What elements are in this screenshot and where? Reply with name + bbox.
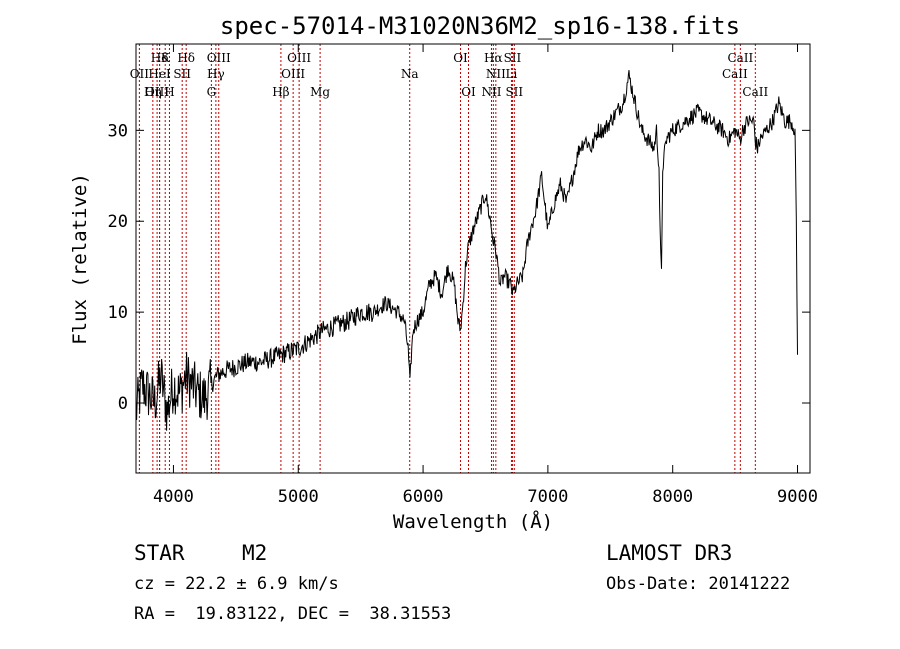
- x-tick-label: 7000: [527, 487, 568, 507]
- line-label: K: [161, 51, 171, 65]
- line-label: SII: [504, 51, 522, 65]
- object-class: STAR: [134, 541, 185, 565]
- line-label: SII: [173, 67, 191, 81]
- line-label: Hδ: [151, 51, 169, 65]
- survey-name: LAMOST DR3: [606, 541, 732, 565]
- y-tick-label: 10: [108, 303, 128, 323]
- chart-title: spec-57014-M31020N36M2_sp16-138.fits: [220, 12, 740, 40]
- redshift-value: cz = 22.2 ± 6.9 km/s: [134, 574, 339, 594]
- line-label: H: [164, 85, 174, 99]
- line-markers: [138, 44, 756, 473]
- y-tick-label: 20: [108, 212, 128, 232]
- y-axis-label: Flux (relative): [69, 173, 91, 345]
- line-label: Hα: [484, 51, 503, 65]
- coordinates: RA = 19.83122, DEC = 38.31553: [134, 604, 451, 624]
- line-label: SII: [505, 85, 523, 99]
- line-label: OIII: [207, 51, 231, 65]
- line-label: Li: [506, 67, 518, 81]
- line-label: HeI: [148, 67, 171, 81]
- line-label: Mg: [310, 85, 330, 99]
- spectrum-line: [135, 70, 798, 431]
- x-axis: 4000 5000 6000 7000 8000 9000: [153, 44, 818, 507]
- y-tick-label: 30: [108, 121, 128, 141]
- line-label: Hγ: [207, 67, 225, 81]
- line-label: CaII: [742, 85, 768, 99]
- line-label: CaII: [722, 67, 748, 81]
- line-label: NII: [486, 67, 506, 81]
- line-label: OIII: [287, 51, 311, 65]
- obs-date: Obs-Date: 20141222: [606, 574, 790, 594]
- y-axis: 0 10 20 30: [108, 121, 810, 414]
- line-label: G: [207, 85, 217, 99]
- object-subclass: M2: [242, 541, 267, 565]
- line-label: OIII: [145, 85, 169, 99]
- line-label: OIII: [281, 67, 305, 81]
- x-axis-label: Wavelength (Å): [393, 510, 553, 533]
- line-label: NII: [481, 85, 501, 99]
- line-label: Hδ: [177, 51, 195, 65]
- y-tick-label: 0: [118, 394, 128, 414]
- line-label: CaII: [727, 51, 753, 65]
- line-label: Na: [401, 67, 419, 81]
- line-label: OI: [461, 85, 476, 99]
- x-tick-label: 9000: [777, 487, 818, 507]
- line-label: OII: [130, 67, 150, 81]
- x-tick-label: 4000: [153, 487, 194, 507]
- x-tick-label: 5000: [278, 487, 319, 507]
- plot-frame: [135, 43, 811, 474]
- line-label: Hη: [144, 85, 162, 99]
- x-tick-label: 6000: [403, 487, 444, 507]
- x-tick-label: 8000: [652, 487, 693, 507]
- line-label: OI: [453, 51, 468, 65]
- line-label: Hβ: [272, 85, 289, 99]
